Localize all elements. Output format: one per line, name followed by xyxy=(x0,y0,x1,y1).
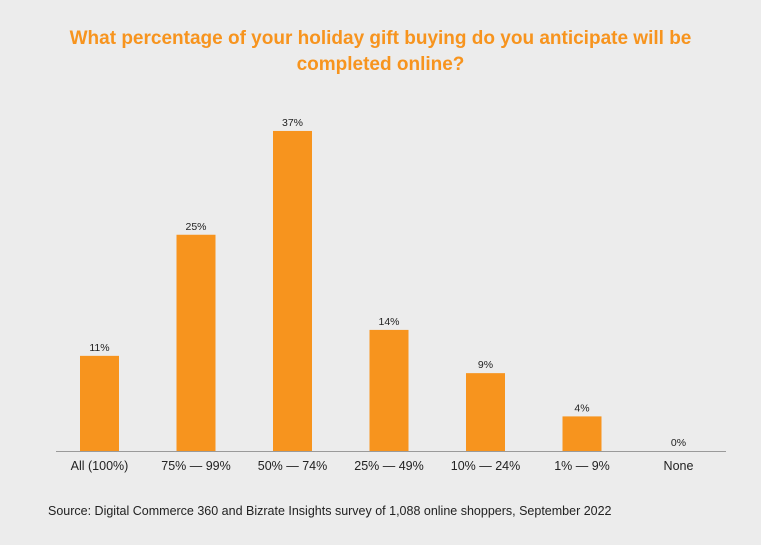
data-label-4: 9% xyxy=(478,359,493,371)
chart-title: What percentage of your holiday gift buy… xyxy=(69,28,692,75)
category-label-group: All (100%) 75% — 99% 50% — 74% 25% — 49% 10%… xyxy=(71,459,694,473)
category-label-6: None xyxy=(664,459,694,473)
category-label-2: 50% — 74% xyxy=(258,459,327,473)
category-label-4: 10% — 24% xyxy=(451,459,520,473)
data-label-group: 11% 25% 37% 14% 9% 4% 0% xyxy=(89,117,686,449)
category-label-1: 75% — 99% xyxy=(161,459,230,473)
data-label-0: 11% xyxy=(89,342,109,354)
category-label-0: All (100%) xyxy=(71,459,129,473)
data-label-1: 25% xyxy=(185,221,206,233)
bar-0 xyxy=(80,355,119,451)
category-label-5: 1% — 9% xyxy=(554,459,610,473)
bar-1 xyxy=(176,234,216,451)
source-note: Source: Digital Commerce 360 and Bizrate… xyxy=(48,504,612,518)
bar-4 xyxy=(466,373,505,451)
data-label-2: 37% xyxy=(282,117,303,129)
data-label-3: 14% xyxy=(378,316,399,328)
bar-2 xyxy=(273,130,312,451)
category-label-3: 25% — 49% xyxy=(354,459,423,473)
bar-5 xyxy=(562,416,602,451)
bar-group xyxy=(80,130,602,451)
data-label-6: 0% xyxy=(671,437,686,449)
bar-3 xyxy=(369,329,409,451)
data-label-5: 4% xyxy=(574,402,589,414)
